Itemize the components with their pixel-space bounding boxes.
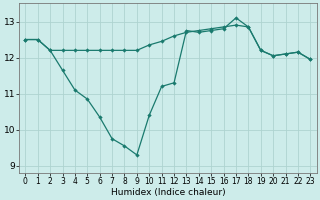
X-axis label: Humidex (Indice chaleur): Humidex (Indice chaleur) (110, 188, 225, 197)
